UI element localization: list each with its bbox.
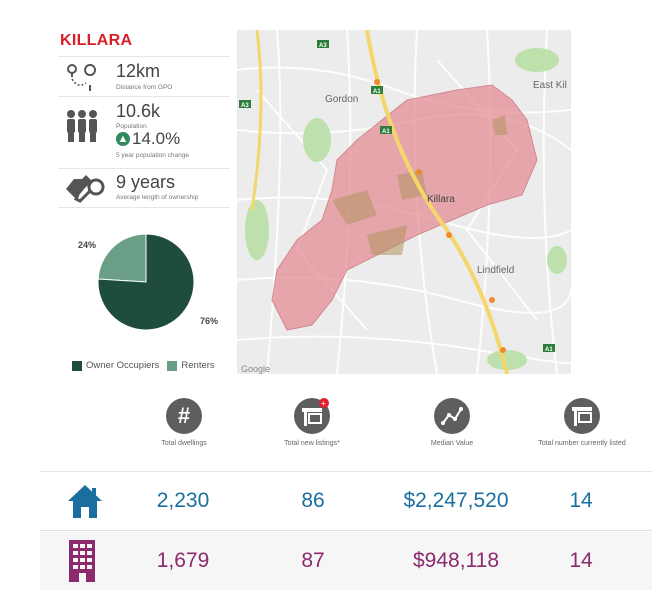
up-arrow-icon: ▲ <box>116 132 130 146</box>
unit-currently-listed: 14 <box>569 549 593 572</box>
listing-sign-svg <box>572 407 592 426</box>
house-icon <box>68 485 102 518</box>
map-svg: A3 A1 A1 A3 A1 Gordon Killara Lindfield … <box>237 30 571 374</box>
map-label-a1-bottom: A1 <box>545 347 553 353</box>
legend-item-owners: Owner Occupiers <box>72 360 159 371</box>
house-median-value: $2,247,520 <box>403 489 509 512</box>
header-label-currently-listed: Total number currently listed <box>538 440 626 447</box>
header-new-listings: + Total new listings* <box>252 398 372 447</box>
table-row-unit: 1,679 87 $948,118 14 <box>40 532 652 590</box>
map-label-gordon: Gordon <box>325 94 358 105</box>
apartment-building-icon <box>69 540 95 582</box>
map-label-a1-mid: A1 <box>382 129 390 135</box>
ownership-stat: 9 years Average length of ownership <box>58 168 230 208</box>
suburb-info-panel: KILLARA 12km Distance from GPO 10.6k Pop… <box>58 30 233 372</box>
pie-legend: Owner Occupiers Renters <box>72 360 223 371</box>
distance-stat: 12km Distance from GPO <box>58 56 230 97</box>
house-currently-listed: 14 <box>569 489 593 512</box>
pie-slice-renters <box>97 233 147 283</box>
population-growth: ▲ 14.0% <box>116 129 180 149</box>
population-stat: 10.6k Population ▲ 14.0% 5 year populati… <box>58 96 230 169</box>
map-label-lindfield: Lindfield <box>477 265 514 276</box>
header-total-dwellings: # Total dwellings <box>124 398 244 447</box>
distance-label: Distance from GPO <box>116 84 173 91</box>
people-icon <box>67 110 97 142</box>
map-label-a3-top: A3 <box>319 43 327 49</box>
unit-new-listings: 87 <box>301 549 325 572</box>
pie-label-renters: 24% <box>78 240 97 250</box>
keys-icon <box>66 175 105 203</box>
ownership-value: 9 years <box>116 172 176 192</box>
legend-item-renters: Renters <box>167 360 215 371</box>
table-divider <box>40 471 652 472</box>
trend-line-icon <box>434 398 470 434</box>
house-total-dwellings: 2,230 <box>156 489 210 512</box>
map-label-killara: Killara <box>427 194 455 205</box>
population-change-label: 5 year population change <box>116 152 190 159</box>
map-label-a3-left: A3 <box>241 103 249 109</box>
population-change: 14.0% <box>132 129 181 148</box>
population-value: 10.6k <box>116 101 161 121</box>
header-currently-listed: Total number currently listed <box>522 398 642 447</box>
house-new-listings: 86 <box>301 489 325 512</box>
map-label-east-kil: East Kil <box>533 80 567 91</box>
dwellings-table: # Total dwellings + Total new listings* … <box>40 398 652 596</box>
new-listing-icon: + <box>294 398 330 434</box>
new-listing-svg: + <box>302 398 329 426</box>
legend-swatch-owners <box>72 360 82 371</box>
header-label-new-listings: Total new listings* <box>284 440 340 447</box>
listing-sign-icon <box>564 398 600 434</box>
unit-median-value: $948,118 <box>412 549 500 572</box>
table-row-house: 2,230 86 $2,247,520 14 <box>40 472 652 530</box>
map-pin-route-icon <box>67 64 97 91</box>
header-label-total-dwellings: Total dwellings <box>161 440 207 447</box>
distance-value: 12km <box>116 61 161 81</box>
pie-slice-owner-occupiers <box>97 233 195 331</box>
legend-swatch-renters <box>167 360 178 371</box>
map-google-logo: Google <box>241 364 270 374</box>
legend-label-renters: Renters <box>181 360 215 371</box>
ownership-label: Average length of ownership <box>116 194 199 201</box>
svg-text:+: + <box>321 399 326 408</box>
pie-svg <box>97 233 195 331</box>
pie-label-owners: 76% <box>200 316 219 326</box>
suburb-title: KILLARA <box>60 32 133 49</box>
unit-total-dwellings: 1,679 <box>156 549 210 572</box>
suburb-map[interactable]: A3 A1 A1 A3 A1 Gordon Killara Lindfield … <box>237 30 571 374</box>
trend-line-svg <box>441 407 463 425</box>
table-divider <box>40 530 652 531</box>
legend-label-owners: Owner Occupiers <box>86 360 160 371</box>
ownership-pie-chart <box>96 232 196 337</box>
population-label: Population <box>116 123 147 130</box>
header-label-median-value: Median Value <box>430 440 474 447</box>
header-median-value: Median Value <box>392 398 512 447</box>
hash-icon: # <box>166 398 202 434</box>
map-label-a1-top: A1 <box>373 89 381 95</box>
